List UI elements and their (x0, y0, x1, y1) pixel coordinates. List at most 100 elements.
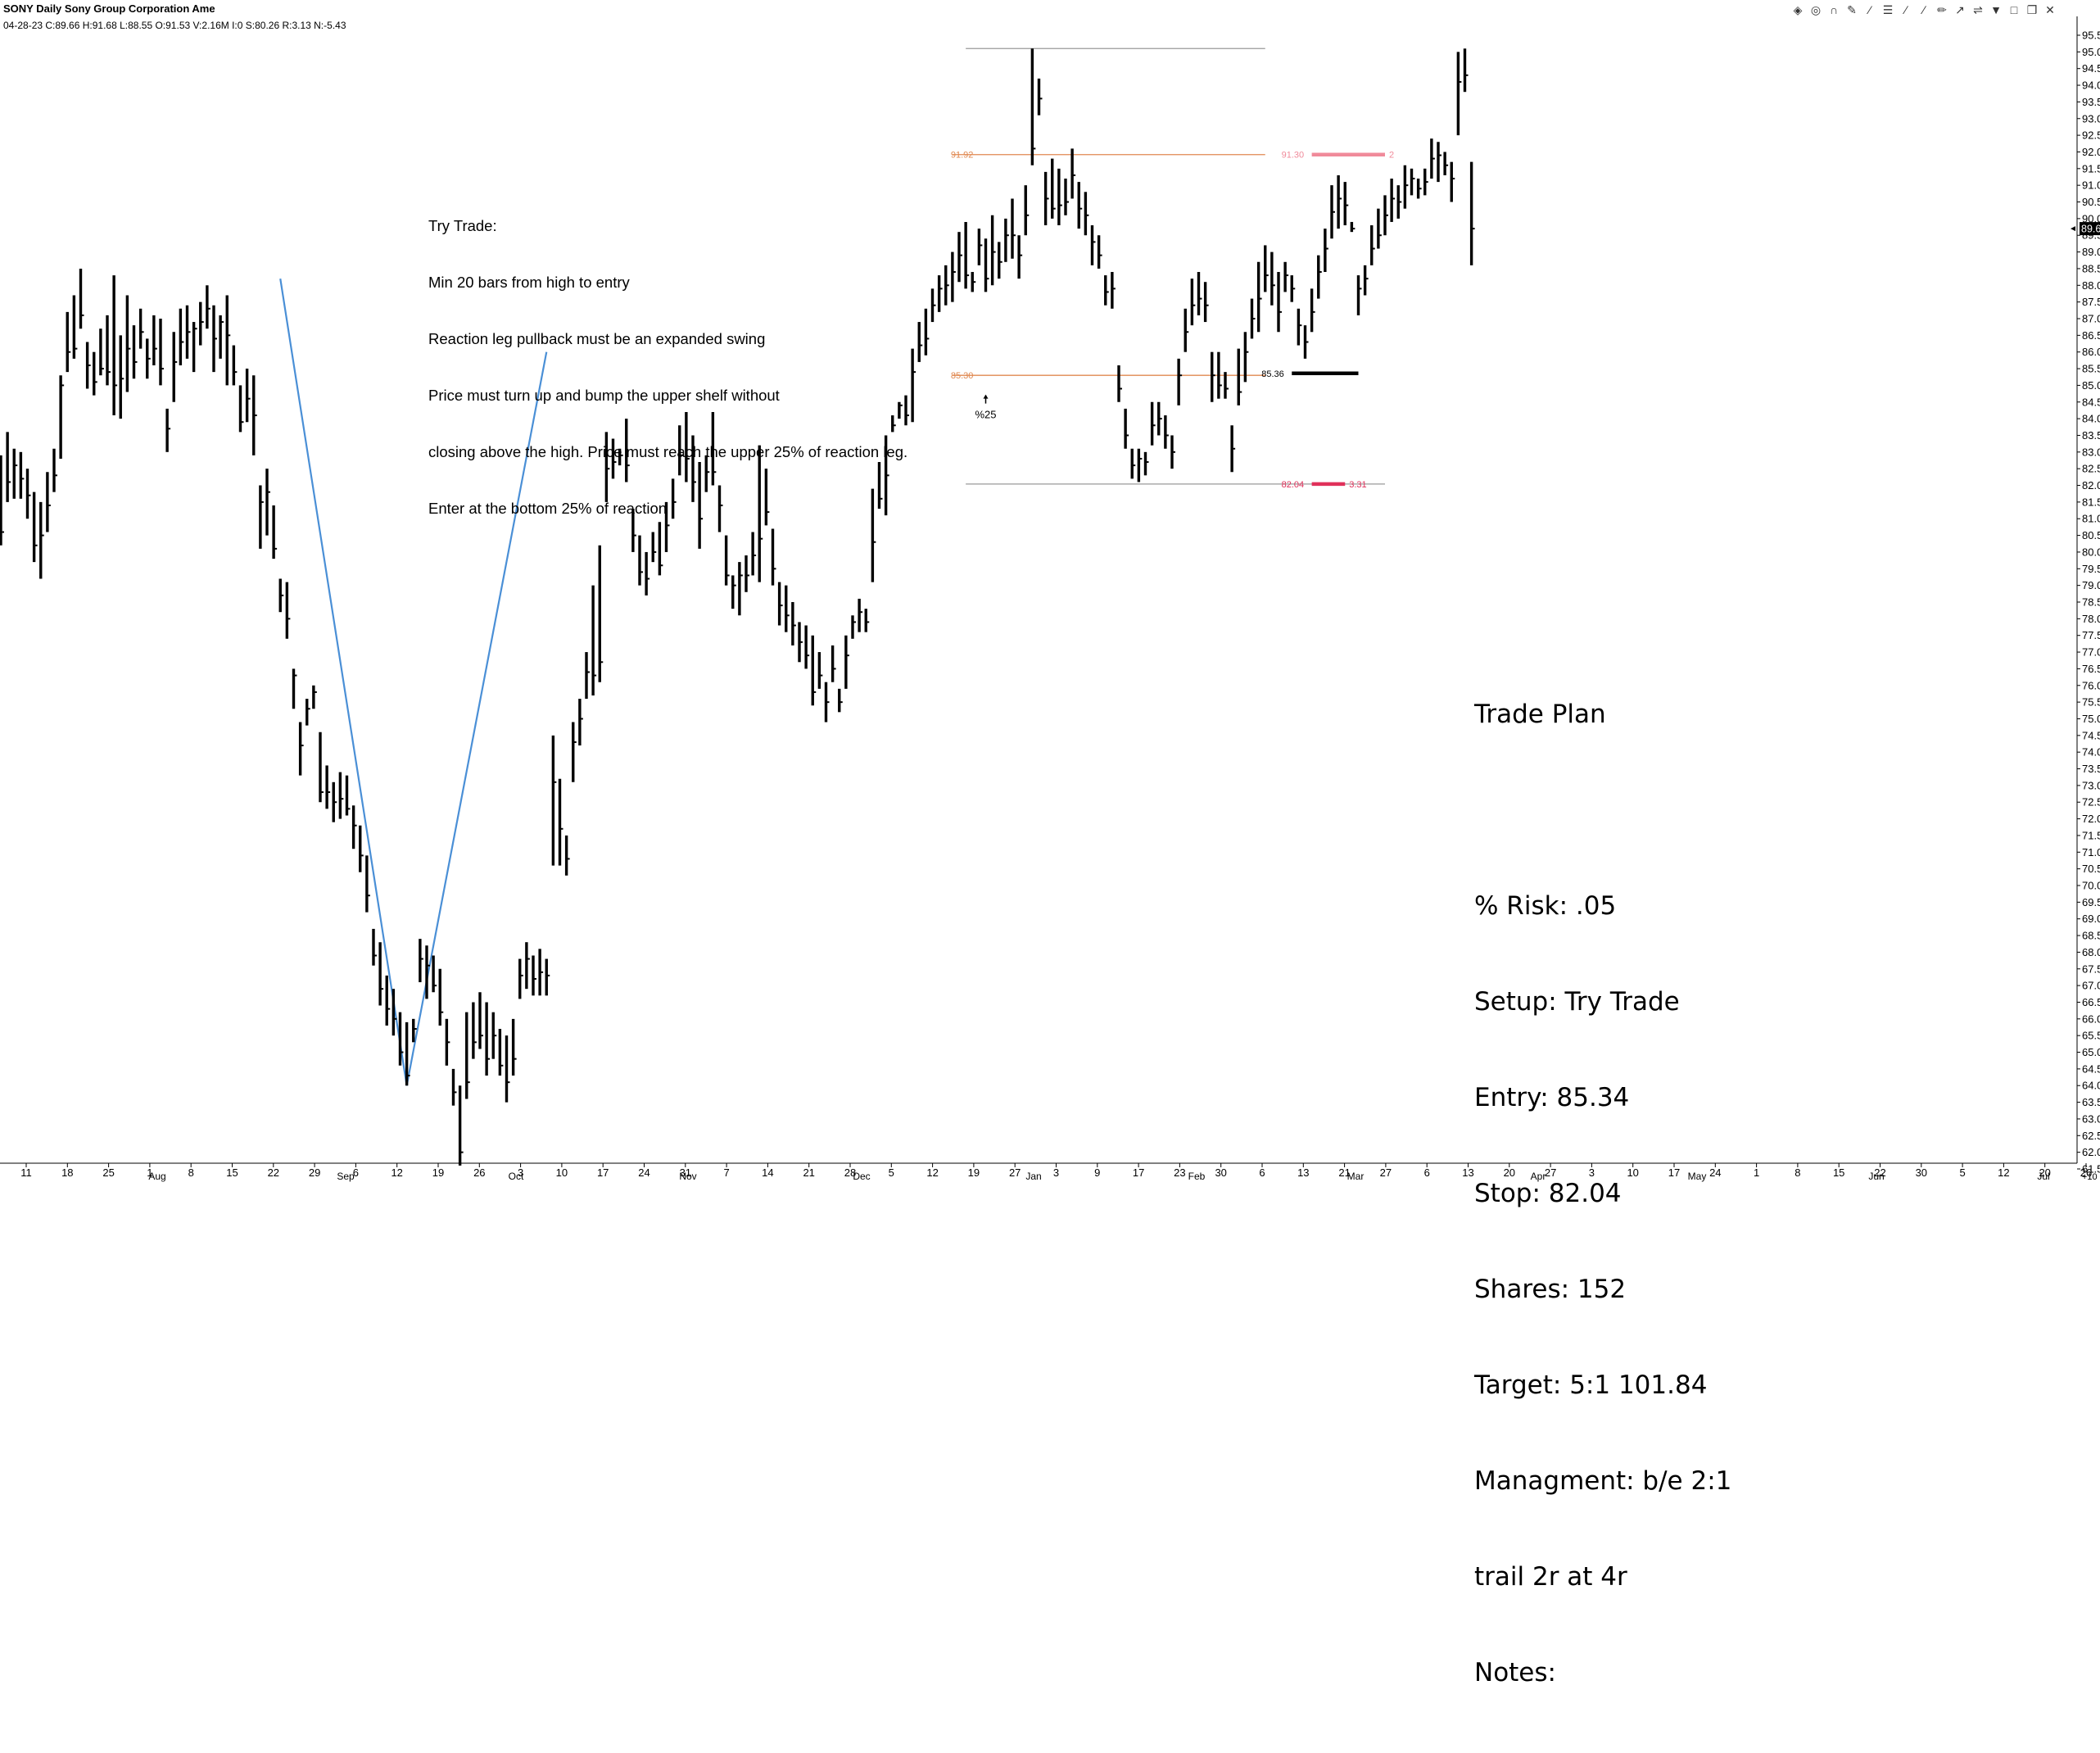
trade-plan-line: Setup: Try Trade (1474, 987, 1680, 1017)
channel-icon[interactable]: ⇌ (1973, 3, 1983, 16)
trade-plan-line: Shares: 152 (1474, 1275, 1627, 1304)
y-tick-label: 83.50 (2082, 429, 2100, 442)
x-month-label: Sep (337, 1171, 355, 1182)
x-tick-label: 15 (1833, 1166, 1844, 1179)
x-tick-label: 1 (1754, 1166, 1759, 1179)
network-icon[interactable]: ◈ (1793, 3, 1803, 16)
swing-line (279, 278, 408, 1086)
x-tick-label: 31 (680, 1166, 691, 1179)
trade-plan-line: Managment: b/e 2:1 (1474, 1466, 1732, 1496)
level-label: 85.30 (951, 371, 974, 381)
line-icon[interactable]: ⁄ (1868, 3, 1871, 16)
y-tick-label: 62.00 (2082, 1146, 2100, 1158)
arrow-down-icon[interactable]: ▼ (1990, 3, 2002, 16)
parallel-icon[interactable]: ∕ (1904, 3, 1908, 16)
x-month-label: Aug (148, 1171, 165, 1182)
y-tick-label: 82.50 (2082, 463, 2100, 475)
y-tick-label: 93.00 (2082, 112, 2100, 125)
x-tick-label: 22 (268, 1166, 279, 1179)
y-tick-label: 78.00 (2082, 613, 2100, 625)
y-tick-label: 89.00 (2082, 246, 2100, 258)
annotation-arrow-head (983, 394, 989, 399)
x-tick-label: 8 (1795, 1166, 1800, 1179)
x-tick-label: 5 (1959, 1166, 1965, 1179)
y-tick-label: 91.00 (2082, 179, 2100, 192)
y-tick-label: 68.00 (2082, 946, 2100, 958)
y-tick-label: 66.50 (2082, 996, 2100, 1008)
x-tick-label: 6 (1424, 1166, 1430, 1179)
x-month-label: Jul (2037, 1171, 2049, 1182)
note-line: Min 20 bars from high to entry (428, 274, 630, 291)
y-tick-label: 92.50 (2082, 129, 2100, 142)
y-tick-label: 67.50 (2082, 963, 2100, 975)
y-tick-label: 70.50 (2082, 863, 2100, 875)
x-tick-label: 25 (102, 1166, 114, 1179)
square-icon[interactable]: □ (2010, 3, 2018, 16)
x-tick-label: 17 (1133, 1166, 1144, 1179)
y-tick-label: 76.00 (2082, 679, 2100, 691)
x-tick-label: 27 (1545, 1166, 1556, 1179)
x-tick-label: 24 (638, 1166, 649, 1179)
x-tick-label: 21 (803, 1166, 814, 1179)
window-icon[interactable]: ❐ (2026, 3, 2038, 16)
y-tick-label: 94.00 (2082, 79, 2100, 92)
x-tick-label: 9 (1094, 1166, 1100, 1179)
y-tick-label: 71.50 (2082, 829, 2100, 841)
y-tick-label: 72.50 (2082, 796, 2100, 809)
y-tick-label: 63.50 (2082, 1096, 2100, 1108)
x-tick-label: 12 (391, 1166, 402, 1179)
y-tick-label: 62.50 (2082, 1130, 2100, 1142)
x-tick-label: 20 (2039, 1166, 2050, 1179)
swing-line (405, 351, 548, 1086)
plan-level-right-label: 2 (1389, 151, 1394, 161)
x-month-label: Nov (679, 1171, 696, 1182)
y-tick-label: 91.50 (2082, 162, 2100, 174)
x-tick-label: 12 (926, 1166, 938, 1179)
highlighter-icon[interactable]: ✏ (1937, 3, 1947, 16)
x-tick-label: 17 (1668, 1166, 1680, 1179)
y-tick-label: 87.00 (2082, 313, 2100, 325)
x-tick-label: 26 (2080, 1166, 2092, 1179)
x-tick-label: 3 (1053, 1166, 1059, 1179)
y-tick-label: 72.00 (2082, 813, 2100, 825)
y-tick-label: 64.50 (2082, 1062, 2100, 1075)
fib-icon[interactable]: ☰ (1882, 3, 1894, 16)
chart-title: SONY Daily Sony Group Corporation Ame (3, 2, 215, 15)
y-tick-label: 63.00 (2082, 1112, 2100, 1125)
chart-area: 95.50 95.00 94.50 94.00 93.50 93.00 92.50 92.00… (0, 2, 2100, 1687)
y-tick-label: 79.00 (2082, 579, 2100, 591)
x-month-label: May (1688, 1171, 1707, 1182)
y-tick-label: 92.00 (2082, 146, 2100, 158)
trade-plan-line: trail 2r at 4r (1474, 1562, 1627, 1592)
plan-level-label: 85.36 (1261, 369, 1284, 379)
y-tick-label: 73.50 (2082, 763, 2100, 775)
pencil-icon[interactable]: ✎ (1847, 3, 1857, 16)
trade-plan-line: Entry: 85.34 (1474, 1083, 1630, 1112)
x-month-label: Apr (1531, 1171, 1546, 1182)
y-tick-label: 84.50 (2082, 396, 2100, 408)
target-icon[interactable]: ◎ (1810, 3, 1822, 16)
trend-icon[interactable]: ↗ (1955, 3, 1965, 16)
last-price-box (2080, 222, 2100, 236)
y-tick-label: 82.00 (2082, 479, 2100, 491)
trade-plan-line: Target: 5:1 101.84 (1474, 1370, 1708, 1400)
x-tick-label: 13 (1297, 1166, 1309, 1179)
x-tick-label: 15 (226, 1166, 238, 1179)
parallel2-icon[interactable]: ∕ (1922, 3, 1926, 16)
magnet-icon[interactable]: ∩ (1829, 3, 1839, 16)
x-tick-label: 3 (518, 1166, 523, 1179)
x-tick-label: 29 (309, 1166, 320, 1179)
y-tick-label: 77.50 (2082, 629, 2100, 641)
y-tick-label: 70.00 (2082, 880, 2100, 892)
x-corner-label: +10 (2082, 1172, 2098, 1182)
y-tick-label: 80.50 (2082, 529, 2100, 541)
y-tick-label: 71.00 (2082, 846, 2100, 858)
x-tick-label: 10 (1627, 1166, 1638, 1179)
plan-level-right-label: 3.31 (1349, 480, 1366, 490)
y-tick-label: 77.00 (2082, 646, 2100, 659)
x-tick-label: 17 (597, 1166, 609, 1179)
y-tick-label: 95.00 (2082, 46, 2100, 58)
y-tick-label: 88.50 (2082, 262, 2100, 274)
plan-level-label: 82.04 (1282, 480, 1305, 490)
close-icon[interactable]: ✕ (2045, 3, 2055, 16)
